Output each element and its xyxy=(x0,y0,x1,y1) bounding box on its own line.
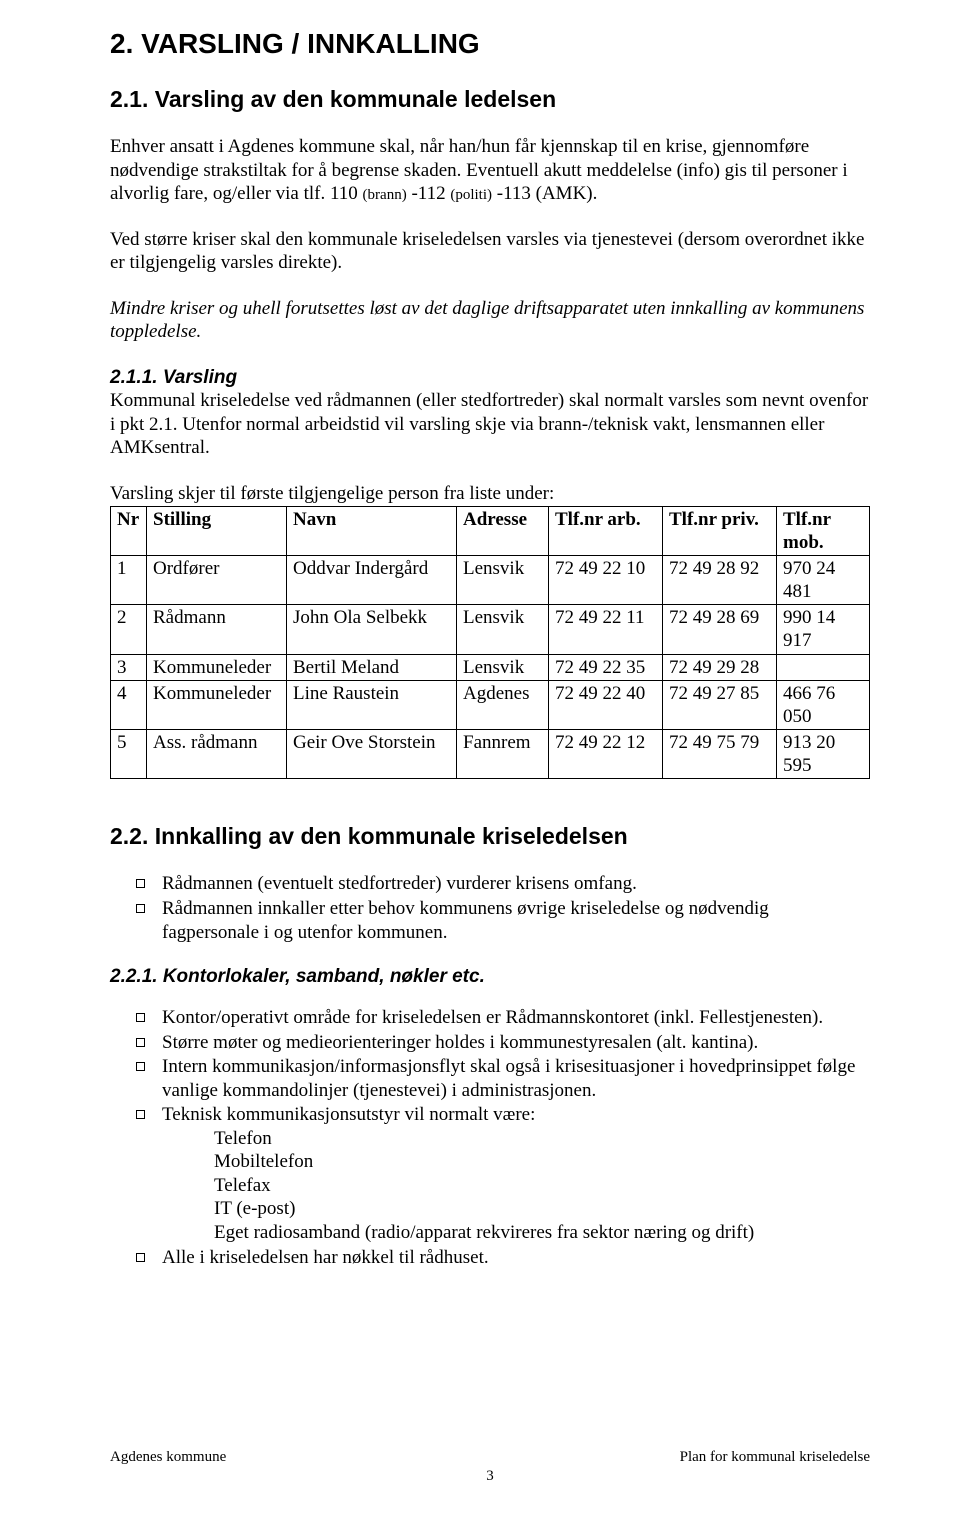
table-cell: 72 49 22 35 xyxy=(549,654,663,680)
table-cell: Line Raustein xyxy=(287,680,457,729)
footer-left: Agdenes kommune xyxy=(110,1449,226,1466)
table-cell: Geir Ove Storstein xyxy=(287,730,457,779)
table-cell xyxy=(777,654,870,680)
table-cell: Kommuneleder xyxy=(147,680,287,729)
list-2-2: Rådmannen (eventuelt stedfortreder) vurd… xyxy=(110,872,870,944)
list-item: Teknisk kommunikasjonsutstyr vil normalt… xyxy=(136,1103,870,1244)
text: Kommunal kriseledelse ved rådmannen (ell… xyxy=(110,390,868,458)
th-stilling: Stilling xyxy=(147,506,287,555)
paragraph-211: 2.1.1. Varsling Kommunal kriseledelse ve… xyxy=(110,366,870,460)
footer-right: Plan for kommunal kriseledelse xyxy=(680,1449,870,1466)
table-cell: Rådmann xyxy=(147,605,287,654)
paragraph: Ved større kriser skal den kommunale kri… xyxy=(110,228,870,275)
table-cell: 72 49 75 79 xyxy=(663,730,777,779)
footer-page-number: 3 xyxy=(110,1468,870,1485)
table-cell: 72 49 28 92 xyxy=(663,555,777,604)
list-item: Telefon xyxy=(214,1127,870,1151)
heading-2-1-1-runin: 2.1.1. Varsling xyxy=(110,367,237,388)
list-item: Rådmannen innkaller etter behov kommunen… xyxy=(136,897,870,944)
table-cell: 72 49 22 40 xyxy=(549,680,663,729)
table-row: 2RådmannJohn Ola SelbekkLensvik72 49 22 … xyxy=(111,605,870,654)
table-header-row: Nr Stilling Navn Adresse Tlf.nr arb. Tlf… xyxy=(111,506,870,555)
page: 2. VARSLING / INNKALLING 2.1. Varsling a… xyxy=(0,0,960,1513)
table-cell: Ordfører xyxy=(147,555,287,604)
table-cell: 72 49 28 69 xyxy=(663,605,777,654)
inner-list: TelefonMobiltelefonTelefaxIT (e-post)Ege… xyxy=(162,1127,870,1245)
table-cell: 3 xyxy=(111,654,147,680)
list-item: Eget radiosamband (radio/apparat rekvire… xyxy=(214,1221,870,1245)
contact-table: Nr Stilling Navn Adresse Tlf.nr arb. Tlf… xyxy=(110,506,870,780)
th-adresse: Adresse xyxy=(457,506,549,555)
table-cell: 72 49 22 10 xyxy=(549,555,663,604)
table-cell: 72 49 22 11 xyxy=(549,605,663,654)
table-row: 3KommunelederBertil MelandLensvik72 49 2… xyxy=(111,654,870,680)
text-small: (politi) xyxy=(450,187,492,203)
heading-2-2-1: 2.2.1. Kontorlokaler, samband, nøkler et… xyxy=(110,966,870,988)
list-item: Mobiltelefon xyxy=(214,1150,870,1174)
list-item: Rådmannen (eventuelt stedfortreder) vurd… xyxy=(136,872,870,896)
text-small: (brann) xyxy=(363,187,407,203)
table-cell: 4 xyxy=(111,680,147,729)
th-priv: Tlf.nr priv. xyxy=(663,506,777,555)
table-cell: Agdenes xyxy=(457,680,549,729)
table-cell: 5 xyxy=(111,730,147,779)
table-cell: Bertil Meland xyxy=(287,654,457,680)
table-cell: Fannrem xyxy=(457,730,549,779)
th-mob: Tlf.nr mob. xyxy=(777,506,870,555)
table-cell: 990 14 917 xyxy=(777,605,870,654)
list-item: Større møter og medieorienteringer holde… xyxy=(136,1031,870,1055)
paragraph-italic: Mindre kriser og uhell forutsettes løst … xyxy=(110,297,870,344)
table-cell: John Ola Selbekk xyxy=(287,605,457,654)
table-cell: Kommuneleder xyxy=(147,654,287,680)
table-row: 1OrdførerOddvar IndergårdLensvik72 49 22… xyxy=(111,555,870,604)
list-item: Alle i kriseledelsen har nøkkel til rådh… xyxy=(136,1246,870,1270)
table-cell: Lensvik xyxy=(457,555,549,604)
heading-2-2: 2.2. Innkalling av den kommunale krisele… xyxy=(110,823,870,850)
table-row: 5Ass. rådmannGeir Ove StorsteinFannrem72… xyxy=(111,730,870,779)
paragraph-intro: Enhver ansatt i Agdenes kommune skal, nå… xyxy=(110,135,870,206)
table-intro: Varsling skjer til første tilgjengelige … xyxy=(110,482,870,506)
table-cell: 2 xyxy=(111,605,147,654)
text: -112 xyxy=(407,183,451,204)
table-cell: 72 49 22 12 xyxy=(549,730,663,779)
table-row: 4KommunelederLine RausteinAgdenes72 49 2… xyxy=(111,680,870,729)
table-cell: 72 49 29 28 xyxy=(663,654,777,680)
list-item: IT (e-post) xyxy=(214,1197,870,1221)
th-arb: Tlf.nr arb. xyxy=(549,506,663,555)
list-item: Telefax xyxy=(214,1174,870,1198)
table-cell: 913 20 595 xyxy=(777,730,870,779)
list-item: Intern kommunikasjon/informasjonsflyt sk… xyxy=(136,1055,870,1102)
heading-main: 2. VARSLING / INNKALLING xyxy=(110,28,870,60)
table-cell: Oddvar Indergård xyxy=(287,555,457,604)
table-cell: 72 49 27 85 xyxy=(663,680,777,729)
table-cell: Lensvik xyxy=(457,654,549,680)
text: -113 (AMK). xyxy=(492,183,597,204)
table-cell: Lensvik xyxy=(457,605,549,654)
table-cell: 1 xyxy=(111,555,147,604)
table-body: 1OrdførerOddvar IndergårdLensvik72 49 22… xyxy=(111,555,870,779)
table-cell: 970 24 481 xyxy=(777,555,870,604)
heading-2-1: 2.1. Varsling av den kommunale ledelsen xyxy=(110,86,870,113)
table-cell: Ass. rådmann xyxy=(147,730,287,779)
th-nr: Nr xyxy=(111,506,147,555)
list-2-2-1: Kontor/operativt område for kriseledelse… xyxy=(110,1006,870,1269)
th-navn: Navn xyxy=(287,506,457,555)
table-cell: 466 76 050 xyxy=(777,680,870,729)
list-item: Kontor/operativt område for kriseledelse… xyxy=(136,1006,870,1030)
footer: Agdenes kommune Plan for kommunal krisel… xyxy=(110,1449,870,1485)
